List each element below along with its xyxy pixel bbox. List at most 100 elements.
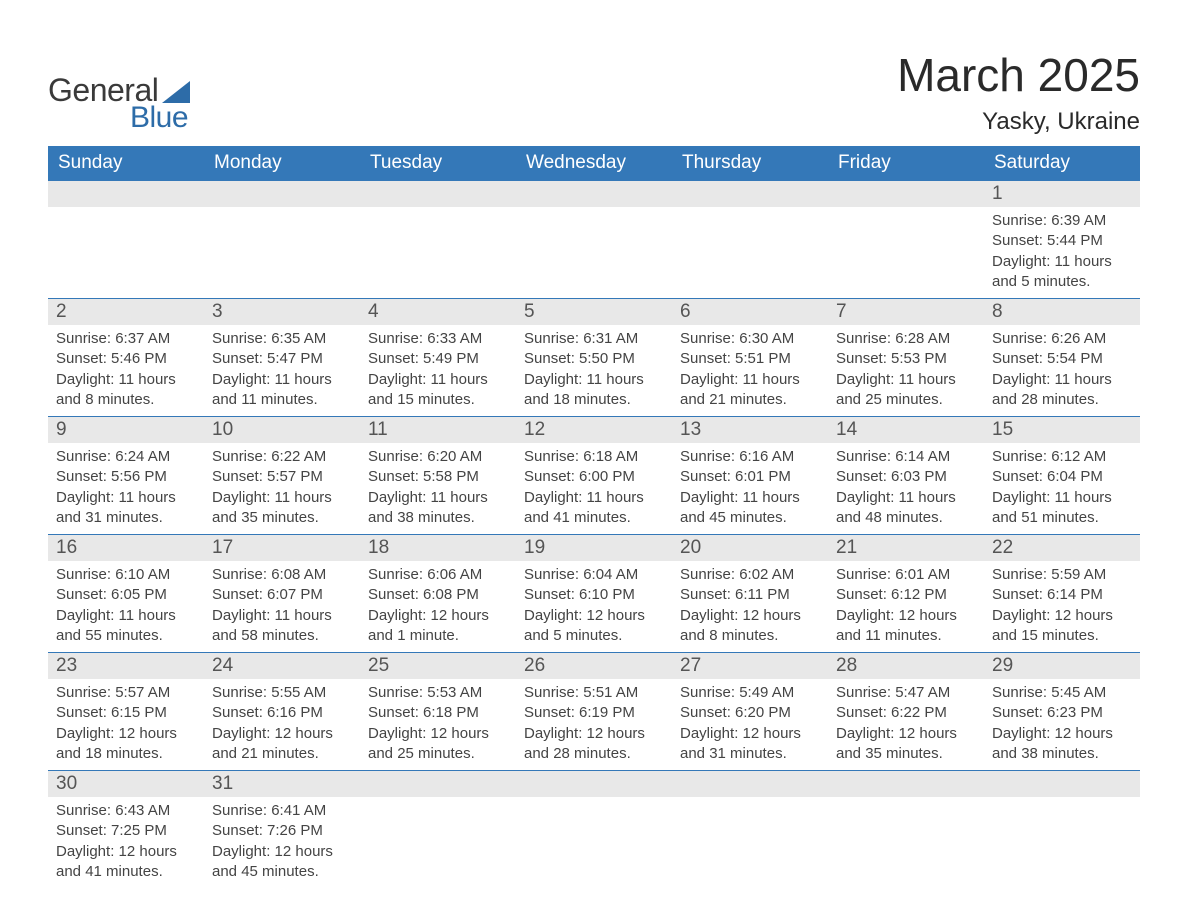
day-sunrise: Sunrise: 6:22 AM [212, 447, 352, 467]
day-sunset: Sunset: 6:04 PM [992, 467, 1132, 487]
day-number: 20 [672, 535, 828, 561]
calendar-day-cell: 9Sunrise: 6:24 AMSunset: 5:56 PMDaylight… [48, 417, 204, 535]
day-body [984, 797, 1140, 807]
day-number: 15 [984, 417, 1140, 443]
day-body: Sunrise: 6:02 AMSunset: 6:11 PMDaylight:… [672, 561, 828, 652]
weekday-header: Monday [204, 146, 360, 181]
day-number: 16 [48, 535, 204, 561]
day-sunrise: Sunrise: 6:30 AM [680, 329, 820, 349]
day-body [204, 207, 360, 217]
calendar-day-cell: 22Sunrise: 5:59 AMSunset: 6:14 PMDayligh… [984, 535, 1140, 653]
title-location: Yasky, Ukraine [897, 108, 1140, 136]
calendar-day-cell: 6Sunrise: 6:30 AMSunset: 5:51 PMDaylight… [672, 299, 828, 417]
day-body: Sunrise: 6:41 AMSunset: 7:26 PMDaylight:… [204, 797, 360, 888]
day-daylight: Daylight: 12 hours and 28 minutes. [524, 724, 664, 765]
day-number [516, 181, 672, 207]
day-body: Sunrise: 5:49 AMSunset: 6:20 PMDaylight:… [672, 679, 828, 770]
weekday-header: Thursday [672, 146, 828, 181]
day-body [828, 207, 984, 217]
day-number: 14 [828, 417, 984, 443]
day-number: 7 [828, 299, 984, 325]
day-number: 19 [516, 535, 672, 561]
calendar-day-cell [204, 181, 360, 299]
day-number: 17 [204, 535, 360, 561]
day-number [360, 771, 516, 797]
day-sunset: Sunset: 6:08 PM [368, 585, 508, 605]
day-number [360, 181, 516, 207]
day-daylight: Daylight: 11 hours and 35 minutes. [212, 488, 352, 529]
day-body: Sunrise: 6:12 AMSunset: 6:04 PMDaylight:… [984, 443, 1140, 534]
day-sunset: Sunset: 6:00 PM [524, 467, 664, 487]
day-body: Sunrise: 6:04 AMSunset: 6:10 PMDaylight:… [516, 561, 672, 652]
day-body: Sunrise: 6:31 AMSunset: 5:50 PMDaylight:… [516, 325, 672, 416]
day-body [516, 207, 672, 217]
calendar-week-row: 16Sunrise: 6:10 AMSunset: 6:05 PMDayligh… [48, 535, 1140, 653]
day-daylight: Daylight: 12 hours and 15 minutes. [992, 606, 1132, 647]
day-daylight: Daylight: 11 hours and 41 minutes. [524, 488, 664, 529]
day-sunset: Sunset: 6:11 PM [680, 585, 820, 605]
day-sunset: Sunset: 7:25 PM [56, 821, 196, 841]
day-sunrise: Sunrise: 6:20 AM [368, 447, 508, 467]
day-sunrise: Sunrise: 5:57 AM [56, 683, 196, 703]
day-number: 11 [360, 417, 516, 443]
day-body: Sunrise: 6:37 AMSunset: 5:46 PMDaylight:… [48, 325, 204, 416]
weekday-header: Tuesday [360, 146, 516, 181]
day-sunset: Sunset: 7:26 PM [212, 821, 352, 841]
day-body: Sunrise: 6:43 AMSunset: 7:25 PMDaylight:… [48, 797, 204, 888]
calendar-day-cell: 31Sunrise: 6:41 AMSunset: 7:26 PMDayligh… [204, 771, 360, 889]
title-block: March 2025 Yasky, Ukraine [897, 48, 1140, 136]
day-body: Sunrise: 6:26 AMSunset: 5:54 PMDaylight:… [984, 325, 1140, 416]
day-sunrise: Sunrise: 6:18 AM [524, 447, 664, 467]
calendar-day-cell [828, 771, 984, 889]
day-number: 2 [48, 299, 204, 325]
day-sunrise: Sunrise: 6:08 AM [212, 565, 352, 585]
day-daylight: Daylight: 11 hours and 8 minutes. [56, 370, 196, 411]
day-daylight: Daylight: 11 hours and 51 minutes. [992, 488, 1132, 529]
day-sunset: Sunset: 6:22 PM [836, 703, 976, 723]
calendar-day-cell [672, 181, 828, 299]
day-number [672, 771, 828, 797]
day-number: 8 [984, 299, 1140, 325]
day-body: Sunrise: 6:10 AMSunset: 6:05 PMDaylight:… [48, 561, 204, 652]
day-sunrise: Sunrise: 6:01 AM [836, 565, 976, 585]
day-sunrise: Sunrise: 6:41 AM [212, 801, 352, 821]
day-daylight: Daylight: 12 hours and 45 minutes. [212, 842, 352, 883]
day-body: Sunrise: 6:30 AMSunset: 5:51 PMDaylight:… [672, 325, 828, 416]
day-body [360, 797, 516, 807]
day-body: Sunrise: 5:53 AMSunset: 6:18 PMDaylight:… [360, 679, 516, 770]
calendar-week-row: 2Sunrise: 6:37 AMSunset: 5:46 PMDaylight… [48, 299, 1140, 417]
day-body: Sunrise: 6:24 AMSunset: 5:56 PMDaylight:… [48, 443, 204, 534]
day-daylight: Daylight: 12 hours and 35 minutes. [836, 724, 976, 765]
day-daylight: Daylight: 11 hours and 21 minutes. [680, 370, 820, 411]
calendar-day-cell: 17Sunrise: 6:08 AMSunset: 6:07 PMDayligh… [204, 535, 360, 653]
day-body: Sunrise: 6:33 AMSunset: 5:49 PMDaylight:… [360, 325, 516, 416]
weekday-header: Saturday [984, 146, 1140, 181]
day-number: 29 [984, 653, 1140, 679]
day-sunrise: Sunrise: 5:51 AM [524, 683, 664, 703]
day-body: Sunrise: 6:39 AMSunset: 5:44 PMDaylight:… [984, 207, 1140, 298]
title-month: March 2025 [897, 48, 1140, 102]
day-number: 6 [672, 299, 828, 325]
calendar-table: SundayMondayTuesdayWednesdayThursdayFrid… [48, 146, 1140, 888]
day-body [516, 797, 672, 807]
calendar-day-cell: 25Sunrise: 5:53 AMSunset: 6:18 PMDayligh… [360, 653, 516, 771]
day-sunrise: Sunrise: 6:24 AM [56, 447, 196, 467]
day-sunset: Sunset: 5:54 PM [992, 349, 1132, 369]
day-number: 1 [984, 181, 1140, 207]
calendar-day-cell: 11Sunrise: 6:20 AMSunset: 5:58 PMDayligh… [360, 417, 516, 535]
calendar-day-cell: 23Sunrise: 5:57 AMSunset: 6:15 PMDayligh… [48, 653, 204, 771]
day-number: 13 [672, 417, 828, 443]
day-body: Sunrise: 6:35 AMSunset: 5:47 PMDaylight:… [204, 325, 360, 416]
day-daylight: Daylight: 12 hours and 11 minutes. [836, 606, 976, 647]
day-daylight: Daylight: 11 hours and 11 minutes. [212, 370, 352, 411]
day-daylight: Daylight: 12 hours and 18 minutes. [56, 724, 196, 765]
day-body [828, 797, 984, 807]
day-body: Sunrise: 6:28 AMSunset: 5:53 PMDaylight:… [828, 325, 984, 416]
calendar-day-cell: 13Sunrise: 6:16 AMSunset: 6:01 PMDayligh… [672, 417, 828, 535]
day-number [828, 181, 984, 207]
day-body: Sunrise: 5:55 AMSunset: 6:16 PMDaylight:… [204, 679, 360, 770]
day-number: 3 [204, 299, 360, 325]
day-sunset: Sunset: 6:18 PM [368, 703, 508, 723]
day-sunrise: Sunrise: 5:45 AM [992, 683, 1132, 703]
day-sunset: Sunset: 6:07 PM [212, 585, 352, 605]
